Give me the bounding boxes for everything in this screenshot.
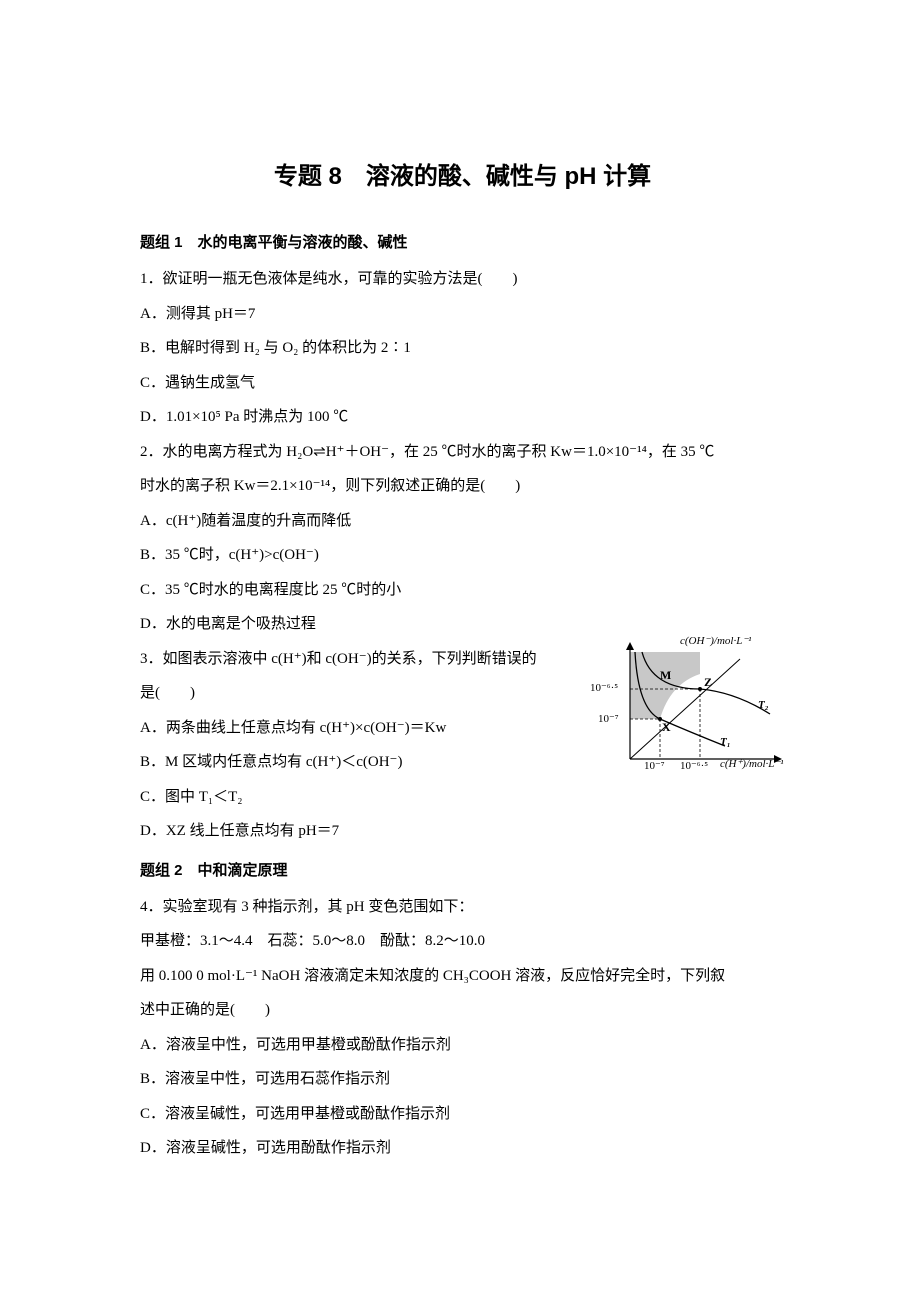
fig-T2: T₂: [758, 699, 769, 711]
q3-figure: M X Z c(OH⁻)/mol·L⁻¹ c(H⁺)/mol·L⁻¹ 10⁻⁶·…: [580, 634, 790, 784]
q4-l2: 甲基橙：3.1～4.4 石蕊：5.0～8.0 酚酞：8.2～10.0: [140, 924, 785, 959]
q2-stem1: 2．水的电离方程式为 H₂O⇌H⁺＋OH⁻，在 25 ℃时水的离子积 Kw＝1.…: [140, 435, 785, 470]
q4-optB: B．溶液呈中性，可选用石蕊作指示剂: [140, 1062, 785, 1097]
q2-optB: B．35 ℃时，c(H⁺)>c(OH⁻): [140, 538, 785, 573]
q4-optD: D．溶液呈碱性，可选用酚酞作指示剂: [140, 1131, 785, 1166]
q1-stem: 1．欲证明一瓶无色液体是纯水，可靠的实验方法是( ): [140, 262, 785, 297]
page-title: 专题 8 溶液的酸、碱性与 pH 计算: [140, 156, 785, 191]
q2-optC: C．35 ℃时水的电离程度比 25 ℃时的小: [140, 573, 785, 608]
q1-optC: C．遇钠生成氢气: [140, 366, 785, 401]
q4-l4: 述中正确的是( ): [140, 993, 785, 1028]
q4-optC: C．溶液呈碱性，可选用甲基橙或酚酞作指示剂: [140, 1097, 785, 1132]
fig-ylabel: c(OH⁻)/mol·L⁻¹: [680, 634, 751, 647]
q3-optD: D．XZ 线上任意点均有 pH＝7: [140, 814, 785, 849]
q2-stem2: 时水的离子积 Kw＝2.1×10⁻¹⁴，则下列叙述正确的是( ): [140, 469, 785, 504]
fig-label-Z: Z: [704, 675, 712, 689]
q3-optC: C．图中 T₁＜T₂: [140, 780, 785, 815]
fig-T1: T₁: [720, 736, 731, 748]
fig-ytick2: 10⁻⁷: [598, 712, 619, 725]
q1-optD: D．1.01×10⁵ Pa 时沸点为 100 ℃: [140, 400, 785, 435]
q2-optA: A．c(H⁺)随着温度的升高而降低: [140, 504, 785, 539]
fig-xlabel: c(H⁺)/mol·L⁻¹: [720, 757, 784, 770]
document-page: 专题 8 溶液的酸、碱性与 pH 计算 题组 1 水的电离平衡与溶液的酸、碱性 …: [0, 0, 920, 1302]
fig-xtick1: 10⁻⁷: [644, 759, 665, 772]
q4-optA: A．溶液呈中性，可选用甲基橙或酚酞作指示剂: [140, 1028, 785, 1063]
fig-ytick1: 10⁻⁶·⁵: [590, 681, 618, 694]
section2-header: 题组 2 中和滴定原理: [140, 859, 785, 880]
q1-optA: A．测得其 pH＝7: [140, 297, 785, 332]
section1-header: 题组 1 水的电离平衡与溶液的酸、碱性: [140, 231, 785, 252]
q4-l1: 4．实验室现有 3 种指示剂，其 pH 变色范围如下：: [140, 890, 785, 925]
q1-optB: B．电解时得到 H₂ 与 O₂ 的体积比为 2∶1: [140, 331, 785, 366]
fig-label-M: M: [660, 668, 671, 682]
q4-l3: 用 0.100 0 mol·L⁻¹ NaOH 溶液滴定未知浓度的 CH₃COOH…: [140, 959, 785, 994]
fig-label-X: X: [662, 720, 671, 734]
q3-block: 3．如图表示溶液中 c(H⁺)和 c(OH⁻)的关系，下列判断错误的 是( ) …: [140, 642, 785, 849]
fig-xtick2: 10⁻⁶·⁵: [680, 759, 708, 772]
